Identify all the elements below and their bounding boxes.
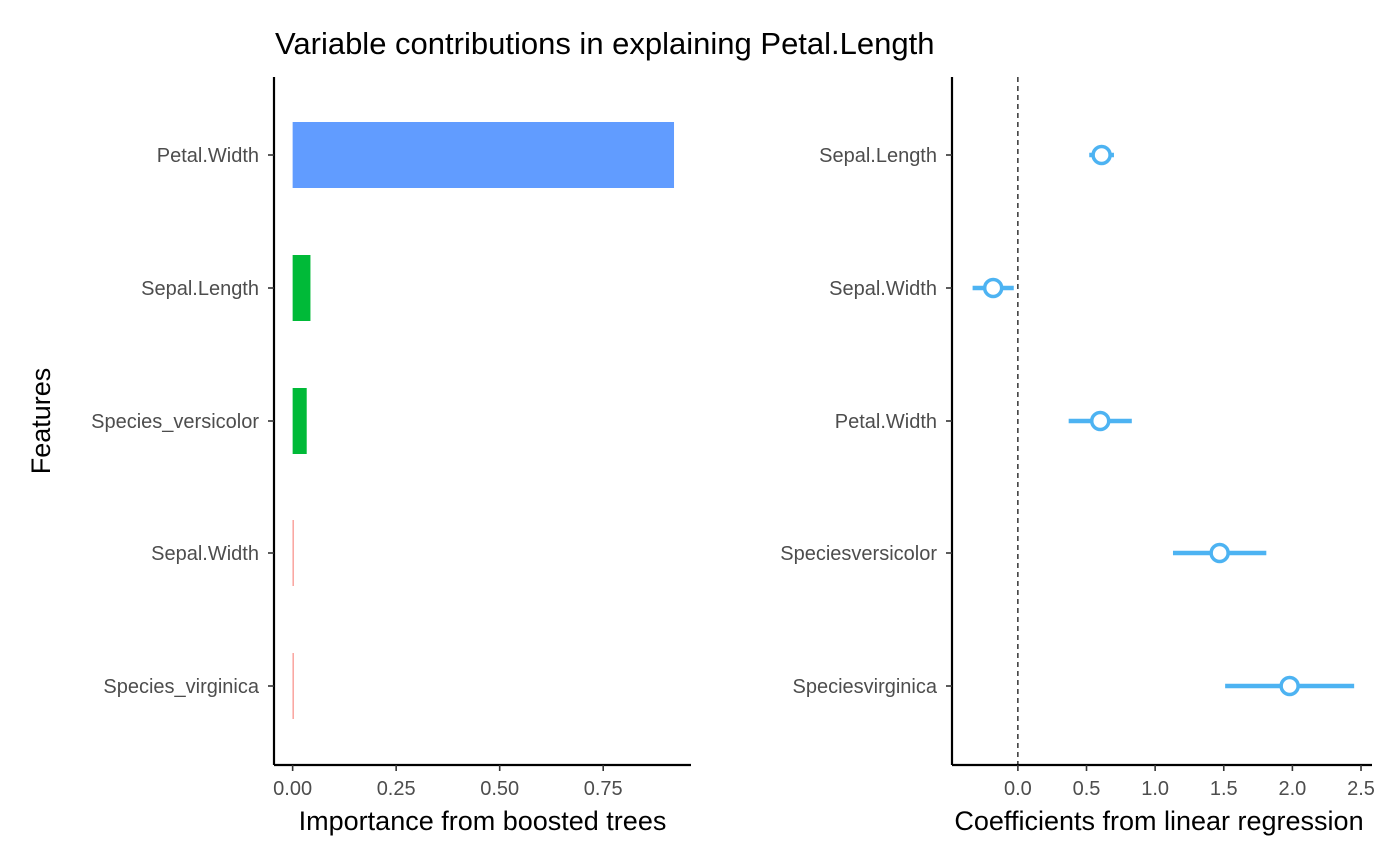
chart-title: Variable contributions in explaining Pet…	[275, 26, 934, 61]
y-axis-title: Features	[26, 368, 56, 475]
importance-x-tick-label: 0.50	[480, 778, 519, 800]
coef-category-label: Speciesversicolor	[780, 543, 937, 565]
importance-category-label: Species_virginica	[103, 676, 260, 698]
importance-category-label: Species_versicolor	[91, 411, 259, 433]
importance-category-label: Petal.Width	[157, 145, 259, 167]
importance-x-tick-label: 0.25	[377, 778, 416, 800]
importance-panel: Petal.Width Sepal.Length Species_versicolo…	[26, 77, 691, 836]
coef-category-label: Sepal.Length	[819, 145, 937, 167]
coef-x-tick-label: 1.0	[1141, 778, 1169, 800]
coef-x-axis-title: Coefficients from linear regression	[954, 806, 1363, 836]
importance-x-tick-label: 0.75	[584, 778, 623, 800]
coef-point	[982, 277, 1004, 299]
coef-x-tick-label: 2.5	[1347, 778, 1375, 800]
coef-category-label: Petal.Width	[835, 411, 937, 433]
coef-x-tick-label: 1.5	[1210, 778, 1238, 800]
coef-x-tick-label: 2.0	[1278, 778, 1306, 800]
coef-category-label: Sepal.Width	[829, 278, 937, 300]
coef-point	[1209, 542, 1230, 564]
coef-x-tick-label: 0.0	[1004, 778, 1032, 800]
importance-category-label: Sepal.Length	[141, 278, 259, 300]
importance-bar	[292, 653, 294, 719]
importance-x-tick-label: 0.00	[273, 778, 312, 800]
importance-bar	[292, 122, 675, 188]
coef-x-tick-label: 0.5	[1073, 778, 1101, 800]
coefficients-panel: Sepal.Length Sepal.Width Petal.Width Specie…	[780, 77, 1375, 836]
coef-point	[1091, 144, 1112, 166]
coef-category-label: Speciesvirginica	[792, 676, 937, 698]
importance-bar	[292, 520, 294, 586]
importance-bar	[292, 388, 307, 454]
coef-point	[1279, 675, 1300, 697]
importance-x-axis-title: Importance from boosted trees	[299, 806, 667, 836]
importance-bar	[292, 255, 311, 321]
coef-point	[1089, 410, 1111, 432]
importance-category-label: Sepal.Width	[151, 543, 259, 565]
